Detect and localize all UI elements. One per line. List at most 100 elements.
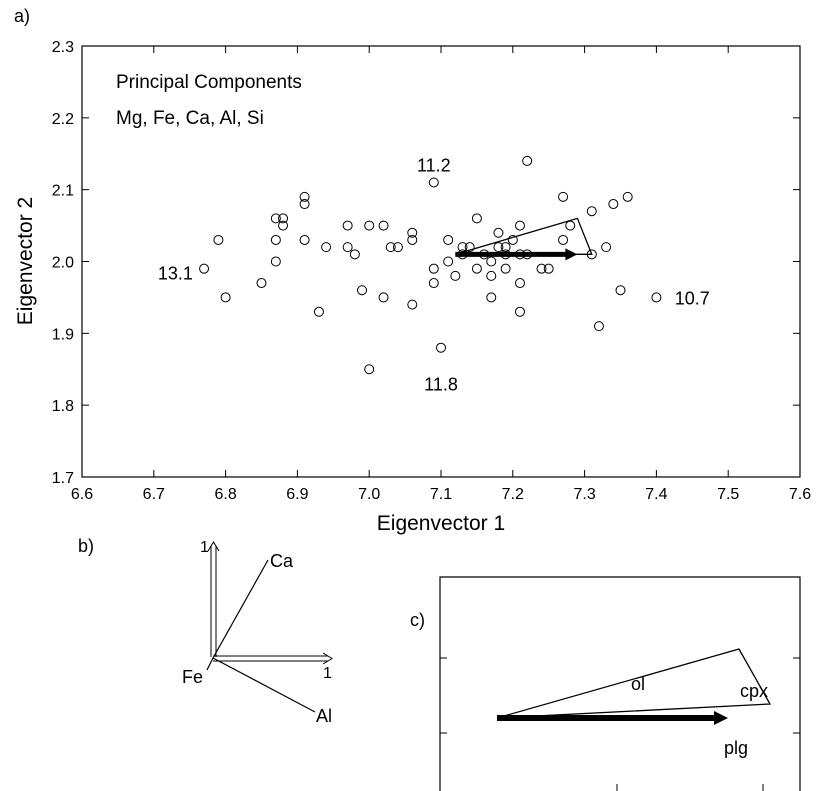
x-tick-label: 6.9 [286,486,308,503]
data-point [299,234,310,245]
data-point [428,177,439,188]
data-point [321,242,332,253]
data-point [443,256,454,267]
chart-subtitle: Mg, Fe, Ca, Al, Si [116,108,264,129]
x-tick-label: 7.6 [789,486,811,503]
point-annotation: 13.1 [158,263,193,283]
data-point [342,220,353,231]
y-axis-label: Eigenvector 2 [14,197,37,325]
mixing-arrowhead [565,248,578,261]
x-tick-label: 6.8 [214,486,236,503]
x-tick-label: 7.5 [717,486,739,503]
chart-title: Principal Components [116,72,302,93]
x-axis: 6.6 6.7 6.8 6.9 7.0 7.1 7.2 7.3 7.4 7.5 7.6 [71,46,811,503]
data-point [486,270,497,281]
loading-axis-vertical-arrowhead [207,541,220,552]
data-point [364,220,375,231]
inset-label-plg: plg [724,738,748,758]
data-point [443,234,454,245]
scatter-plot: 6.6 6.7 6.8 6.9 7.0 7.1 7.2 7.3 7.4 7.5 7.6 1.7 1.8… [14,39,811,535]
data-point [299,191,310,202]
data-point [464,242,475,253]
data-point [514,220,525,231]
data-point [471,213,482,224]
data-point [622,191,633,202]
data-point [364,364,375,375]
data-point [270,213,281,224]
data-point [507,234,518,245]
x-tick-label: 7.4 [645,486,667,503]
data-point [385,242,396,253]
loading-label-ca: Ca [270,551,294,571]
data-point [593,321,604,332]
loading-vector-al [212,657,316,713]
data-point [428,278,439,289]
panel-label-b: b) [78,536,94,556]
data-point [407,299,418,310]
inset-mixing-triangle [496,648,772,719]
data-point [407,234,418,245]
data-point [493,242,504,253]
loading-vector-fe [206,657,214,671]
data-point [536,263,547,274]
inset-label-ol: ol [631,674,645,694]
data-point [357,285,368,296]
data-point [586,206,597,217]
data-point [500,263,511,274]
data-point [199,263,210,274]
loading-axis-horizontal-tick: 1 [323,665,332,682]
point-annotation: 10.7 [675,288,710,308]
data-point [220,292,231,303]
data-point [543,263,554,274]
y-tick-label: 1.9 [52,326,74,343]
data-point [436,342,446,353]
point-annotation: 11.8 [424,375,458,395]
panel-label-a: a) [14,6,30,26]
data-point [270,234,281,245]
data-point [407,227,418,238]
x-tick-label: 7.1 [430,486,452,503]
data-point [565,220,576,231]
loading-label-al: Al [316,706,332,726]
data-point [651,292,662,303]
point-annotation: 11.2 [417,156,451,176]
data-point [450,270,461,281]
data-point [615,285,626,296]
data-point [471,263,482,274]
data-point [278,220,289,231]
x-axis-label: Eigenvector 1 [377,512,505,535]
loading-axis-horizontal-arrowhead [322,652,333,665]
y-tick-label: 1.8 [52,398,74,415]
inset-plot: ol cpx plg [439,576,801,791]
y-tick-label: 2.1 [52,183,74,200]
data-point [313,306,324,317]
inset-arrowhead [714,711,728,725]
mixing-overlay [455,217,593,261]
y-tick-label: 2.2 [52,111,74,128]
data-point [486,256,497,267]
x-tick-label: 6.7 [143,486,165,503]
data-points [199,155,662,375]
y-axis: 1.7 1.8 1.9 2.0 2.1 2.2 2.3 [52,39,800,487]
point-annotations: 13.1 11.2 11.8 10.7 [158,156,710,395]
data-point [270,256,281,267]
data-point [514,306,525,317]
data-point [349,249,360,260]
data-point [342,242,353,253]
data-point [378,292,389,303]
y-tick-label: 2.0 [52,255,74,272]
data-point [213,234,224,245]
x-tick-label: 7.0 [358,486,380,503]
data-point [601,242,612,253]
y-tick-label: 2.3 [52,39,74,56]
loading-vector-ca [212,559,269,659]
data-point [514,278,525,289]
data-point [378,220,389,231]
inset-frame [439,576,801,791]
y-tick-label: 1.7 [52,470,74,487]
loading-label-fe: Fe [182,667,203,687]
data-point [522,155,533,166]
data-point [392,242,403,253]
inset-label-cpx: cpx [740,681,768,701]
